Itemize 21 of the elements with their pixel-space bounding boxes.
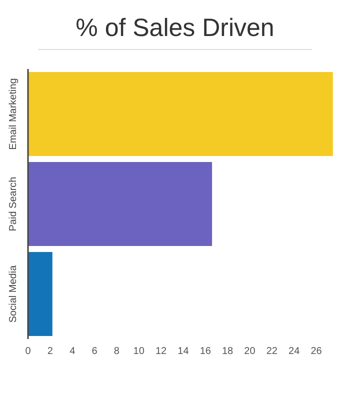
x-tick-label: 16 xyxy=(200,346,212,358)
x-tick-label: 6 xyxy=(92,346,98,358)
x-tick-label: 26 xyxy=(310,346,322,358)
bar xyxy=(28,72,333,156)
y-tick-label: Email Marketing xyxy=(8,78,19,150)
x-tick-label: 20 xyxy=(244,346,256,358)
x-tick-label: 8 xyxy=(114,346,120,358)
x-tick-label: 14 xyxy=(178,346,190,358)
x-tick-label: 2 xyxy=(47,346,54,358)
chart-title: % of Sales Driven xyxy=(38,8,312,50)
bar xyxy=(28,252,52,336)
y-tick-label: Social Media xyxy=(8,264,19,323)
x-tick-label: 10 xyxy=(133,346,145,358)
x-tick-label: 24 xyxy=(288,346,300,358)
y-tick-label: Paid Search xyxy=(8,176,19,232)
x-tick-label: 22 xyxy=(266,346,278,358)
x-tick-label: 4 xyxy=(70,346,76,358)
x-tick-label: 18 xyxy=(222,346,234,358)
bar xyxy=(28,162,212,246)
x-tick-label: 12 xyxy=(155,346,168,358)
x-tick-label: 0 xyxy=(25,346,32,358)
